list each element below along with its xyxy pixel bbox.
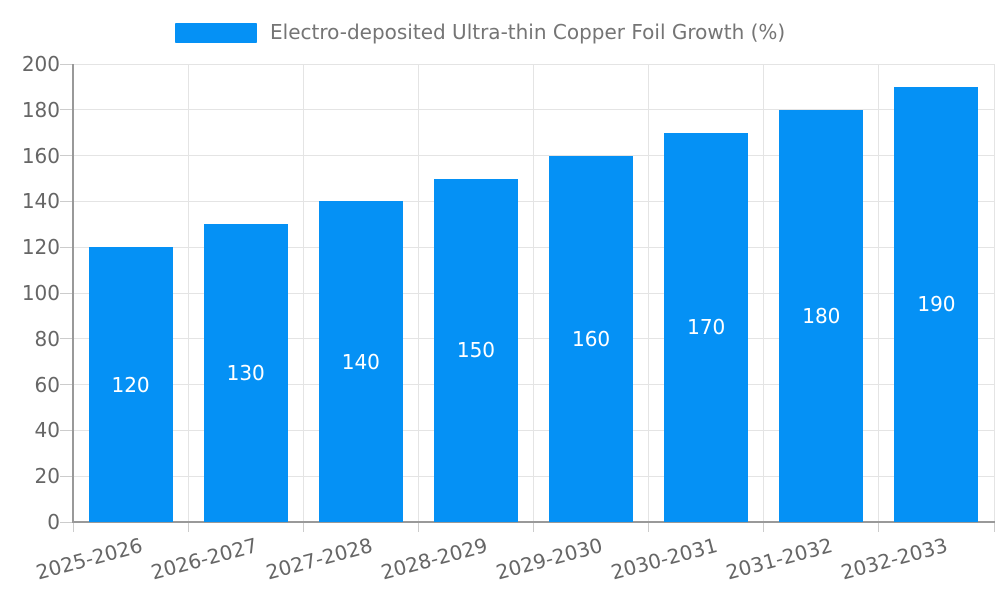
gridline-vertical [417, 64, 419, 522]
y-axis-tick [60, 292, 72, 294]
y-axis-tick [60, 109, 72, 111]
bar-value-label: 140 [341, 349, 380, 374]
y-axis-tick [60, 246, 72, 248]
y-axis-tick-label: 140 [21, 189, 60, 214]
y-axis-tick-label: 80 [34, 326, 60, 351]
x-axis-tick [533, 522, 534, 532]
x-axis-tick [72, 522, 74, 532]
x-axis-category-label: 2031-2032 [723, 533, 836, 585]
x-axis-category-label: 2027-2028 [263, 533, 375, 585]
x-axis-tick [878, 522, 880, 532]
y-axis-tick-label: 120 [21, 235, 60, 260]
y-axis-tick [60, 155, 72, 157]
y-axis-tick [60, 475, 72, 477]
bar-value-label: 170 [687, 315, 726, 340]
bar[interactable] [549, 155, 634, 522]
bar-value-label: 150 [456, 338, 496, 363]
bar[interactable] [894, 86, 979, 522]
legend-label[interactable]: Electro-deposited Ultra-thin Copper Foil… [270, 20, 786, 44]
y-axis-tick-label: 60 [34, 372, 60, 397]
gridline-vertical [763, 64, 765, 522]
y-axis-tick [60, 384, 72, 386]
gridline-vertical [878, 64, 880, 522]
y-axis-tick-label: 180 [21, 97, 60, 122]
x-axis-category-label: 2028-2029 [378, 533, 490, 585]
y-axis-tick-label: 160 [21, 143, 60, 168]
bar-value-label: 130 [226, 361, 265, 386]
gridline-vertical [993, 64, 995, 522]
x-axis-category-label: 2025-2026 [33, 533, 145, 585]
bar[interactable] [433, 178, 518, 522]
legend: Electro-deposited Ultra-thin Copper Foil… [0, 13, 1000, 53]
x-axis-category-label: 2026-2027 [148, 533, 260, 585]
y-axis-tick-label: 0 [47, 510, 60, 534]
y-axis-tick-label: 20 [34, 464, 60, 489]
y-axis-tick [60, 429, 72, 431]
y-axis-tick [60, 200, 72, 202]
x-axis-tick [417, 522, 419, 532]
y-axis-tick-label: 40 [34, 418, 60, 443]
y-axis-tick-label: 100 [21, 281, 60, 305]
y-axis-tick [60, 63, 72, 65]
bar[interactable] [318, 201, 403, 522]
bar[interactable] [203, 224, 288, 522]
y-axis-tick [60, 521, 72, 523]
bar-value-label: 190 [917, 292, 956, 317]
x-axis-tick [993, 522, 995, 532]
plot-area [60, 63, 995, 532]
bar[interactable] [88, 247, 173, 522]
bar-value-label: 120 [111, 372, 150, 397]
bar-value-label: 180 [802, 303, 841, 328]
bar[interactable] [664, 132, 749, 522]
x-axis-category-label: 2030-2031 [608, 533, 721, 585]
legend-swatch-icon[interactable] [175, 23, 257, 43]
x-axis-tick [648, 522, 650, 532]
x-axis-line [72, 521, 995, 523]
bar-value-label: 160 [571, 326, 611, 351]
gridline-vertical [187, 64, 189, 522]
gridline-vertical [302, 64, 304, 522]
x-axis-tick [763, 522, 765, 532]
x-axis-tick [302, 522, 304, 532]
x-axis-category-label: 2032-2033 [838, 533, 951, 585]
gridline-vertical [648, 64, 650, 522]
x-axis-category-label: 2029-2030 [493, 533, 606, 585]
y-axis-tick-label: 200 [21, 52, 60, 76]
y-axis-line [72, 64, 74, 522]
bar[interactable] [779, 109, 864, 522]
y-axis-tick [60, 338, 72, 340]
x-axis-tick [187, 522, 189, 532]
gridline-vertical [533, 64, 534, 522]
